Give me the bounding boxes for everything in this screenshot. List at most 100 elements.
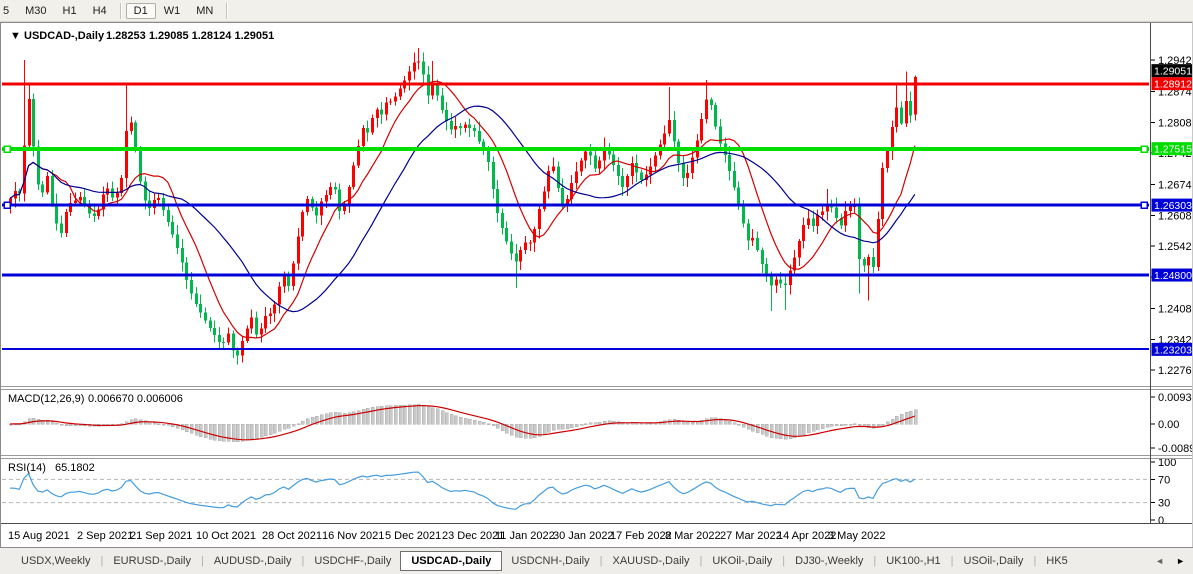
chart-canvas[interactable]: 1.294201.287401.280801.274201.267401.260…: [0, 22, 1193, 547]
price-tick-label: 1.28080: [1158, 117, 1193, 129]
chart-tab-hk5[interactable]: HK5: [1046, 555, 1068, 567]
tab-separator: |: [599, 555, 603, 567]
tab-separator: |: [1033, 555, 1037, 567]
timeframe-button-w1[interactable]: W1: [163, 4, 181, 17]
svg-text:1.24800: 1.24800: [1154, 270, 1192, 282]
chart-tabs: USDX,Weekly | EURUSD-,Daily | AUDUSD-,Daily |…: [0, 551, 1193, 571]
level-price-badge: [1151, 198, 1193, 212]
rsi-label: RSI(14): [8, 462, 46, 474]
tab-separator: |: [782, 555, 786, 567]
date-tick-label: 3 May 2022: [828, 530, 885, 542]
svg-text:1.23203: 1.23203: [1154, 344, 1192, 356]
timeframe-button-h4[interactable]: H4: [92, 4, 107, 17]
chart-tab-usoil-daily[interactable]: USOil-,Daily: [963, 555, 1024, 567]
timeframe-button-m30[interactable]: M30: [25, 4, 47, 17]
tab-separator: |: [200, 555, 204, 567]
price-tick-label: 1.22760: [1158, 365, 1193, 377]
date-tick-label: 14 Apr 2022: [777, 530, 836, 542]
date-tick-label: 10 Oct 2021: [196, 530, 256, 542]
chart-tab-usdx-weekly[interactable]: USDX,Weekly: [21, 555, 91, 567]
chart-title: USDCAD-,Daily: [24, 30, 105, 42]
candlestick-series: [9, 47, 917, 365]
timeframe-button-mn[interactable]: MN: [196, 4, 214, 17]
macd-panel[interactable]: [8, 404, 918, 442]
rsi-scale-label: 30: [1158, 498, 1170, 510]
toolbar-separator: [119, 2, 121, 19]
macd-signal-line: [9, 404, 916, 441]
date-tick-label: 23 Dec 2021: [442, 530, 504, 542]
tab-separator: |: [873, 555, 877, 567]
macd-label: MACD(12,26,9): [8, 393, 84, 405]
toolbar-separator: [226, 2, 228, 19]
chart-tab-usdcad-daily[interactable]: USDCAD-,Daily: [400, 551, 503, 571]
chart-tab-usdcnh-daily[interactable]: USDCNH-,Daily: [511, 555, 590, 567]
tab-separator: |: [301, 555, 305, 567]
chart-tab-dj30-weekly[interactable]: DJ30-,Weekly: [795, 555, 864, 567]
date-tick-label: 30 Jan 2022: [553, 530, 614, 542]
timeframe-button-d1[interactable]: D1: [125, 2, 156, 19]
level-price-badge: [1151, 142, 1193, 156]
chart-tab-xauusd-daily[interactable]: XAUUSD-,Daily: [612, 555, 690, 567]
line-anchor-handle[interactable]: [1140, 201, 1148, 209]
line-anchor-handle[interactable]: [3, 201, 11, 209]
rsi-value: 65.1802: [55, 462, 95, 474]
timeframe-button-h1[interactable]: H1: [62, 4, 77, 17]
price-tick-label: 1.25420: [1158, 241, 1193, 253]
macd-histogram: [8, 404, 918, 442]
fast-moving-average-line: [9, 80, 916, 339]
chart-background: [0, 22, 1193, 547]
chart-window: 1.294201.287401.280801.274201.267401.260…: [0, 22, 1193, 547]
tab-separator: |: [699, 555, 703, 567]
chart-ohlc-values: 1.28253 1.29085 1.28124 1.29051: [106, 30, 274, 42]
price-tick-label: 1.24080: [1158, 304, 1193, 316]
level-price-badge: [1151, 77, 1193, 91]
tab-scroll-arrows: ◄ ►: [1149, 548, 1193, 574]
date-tick-label: 8 Mar 2022: [665, 530, 721, 542]
timeframe-toolbar: 5 M30 H1 H4 D1 W1 MN: [0, 0, 1193, 22]
symbol-dropdown-icon[interactable]: ▼: [10, 30, 21, 42]
level-price-badge: [1151, 268, 1193, 282]
price-tick-label: 1.29420: [1158, 55, 1193, 67]
price-tick-label: 1.26740: [1158, 180, 1193, 192]
date-tick-label: 21 Sep 2021: [130, 530, 192, 542]
rsi-panel[interactable]: [2, 471, 1149, 510]
svg-text:1.29051: 1.29051: [1154, 66, 1192, 78]
chart-tab-usdchf-daily[interactable]: USDCHF-,Daily: [314, 555, 392, 567]
tab-separator: |: [950, 555, 954, 567]
date-tick-label: 16 Nov 2021: [322, 530, 384, 542]
level-price-badge: [1151, 342, 1193, 356]
slow-moving-average-line: [9, 105, 916, 313]
main-price-panel[interactable]: [2, 47, 1149, 365]
chart-tab-audusd-daily[interactable]: AUDUSD-,Daily: [213, 555, 292, 567]
date-tick-label: 11 Jan 2022: [495, 530, 555, 542]
macd-scale-label: 0.009345: [1158, 392, 1193, 404]
price-tick-label: 1.26080: [1158, 210, 1193, 222]
price-scale[interactable]: 1.294201.287401.280801.274201.267401.260…: [1151, 55, 1193, 527]
macd-values: 0.006670 0.006006: [88, 393, 183, 405]
date-tick-label: 2 Sep 2021: [77, 530, 133, 542]
svg-text:1.26303: 1.26303: [1154, 200, 1192, 212]
timeframe-button-5[interactable]: 5: [3, 4, 10, 17]
line-anchor-handle[interactable]: [1140, 145, 1148, 153]
date-tick-label: 5 Dec 2021: [385, 530, 441, 542]
tab-separator: |: [100, 555, 104, 567]
chart-tab-bar: USDX,Weekly | EURUSD-,Daily | AUDUSD-,Daily |…: [0, 547, 1193, 574]
line-anchor-handle[interactable]: [3, 145, 11, 153]
chart-tab-ukoil-daily[interactable]: UKOil-,Daily: [712, 555, 773, 567]
chart-tab-eurusd-daily[interactable]: EURUSD-,Daily: [113, 555, 191, 567]
current-price-badge: [1151, 64, 1193, 78]
rsi-scale-label: 0: [1158, 515, 1164, 527]
svg-text:1.28912: 1.28912: [1154, 79, 1192, 91]
macd-scale-label: 0.00: [1158, 419, 1179, 431]
tab-scroll-left-icon[interactable]: ◄: [1155, 555, 1165, 566]
chart-tab-uk100-h1[interactable]: UK100-,H1: [886, 555, 941, 567]
rsi-scale-label: 70: [1158, 474, 1170, 486]
tab-scroll-right-icon[interactable]: ►: [1176, 555, 1185, 566]
date-tick-label: 27 Mar 2022: [720, 530, 782, 542]
date-tick-label: 17 Feb 2022: [610, 530, 672, 542]
svg-text:1.27515: 1.27515: [1154, 144, 1192, 156]
rsi-scale-label: 100: [1158, 457, 1176, 469]
date-tick-label: 15 Aug 2021: [8, 530, 70, 542]
horizontal-level-lines[interactable]: [2, 82, 1149, 350]
